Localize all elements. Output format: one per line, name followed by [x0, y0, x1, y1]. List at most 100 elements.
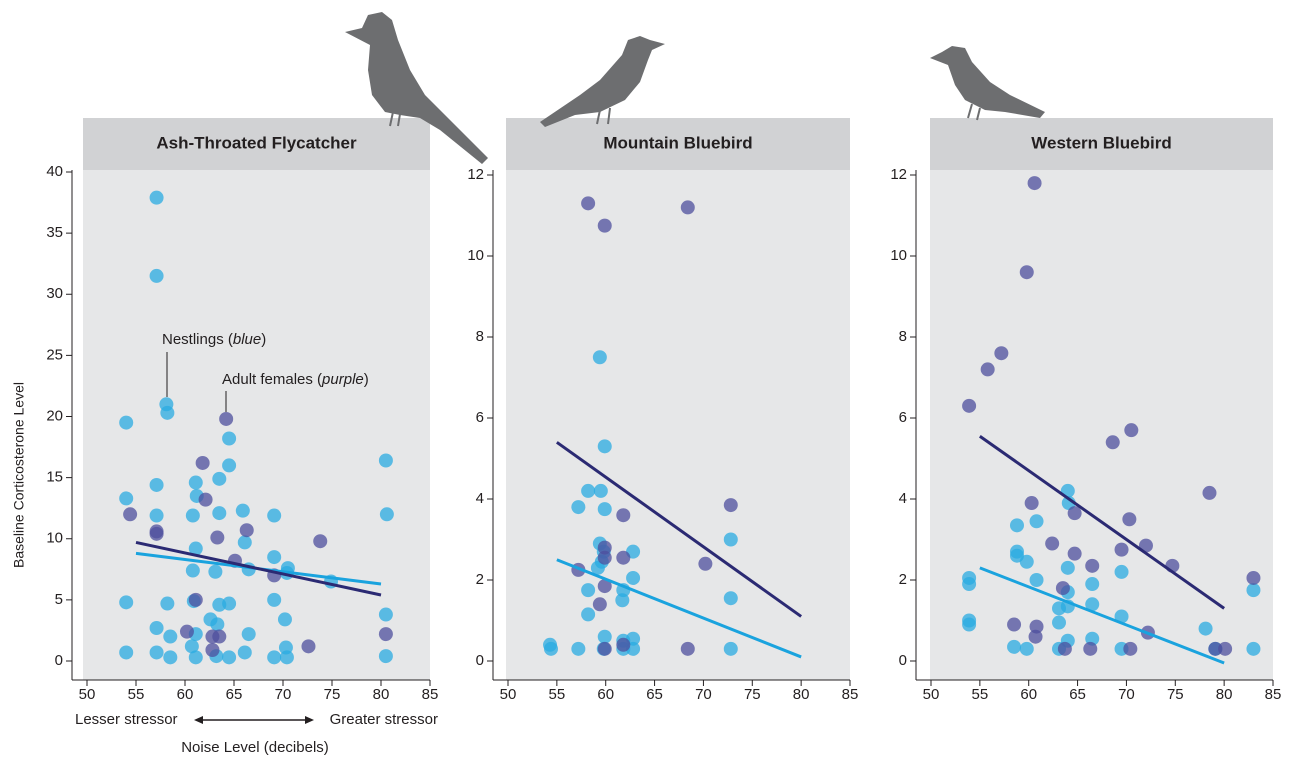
point: [1085, 577, 1099, 591]
x-tick-label: 70: [695, 686, 712, 703]
point: [189, 476, 203, 490]
arrow-head: [305, 716, 314, 724]
point: [598, 630, 612, 644]
point: [379, 627, 393, 641]
point: [119, 416, 133, 430]
point: [581, 607, 595, 621]
x-tick-label: 70: [275, 686, 292, 703]
point: [185, 639, 199, 653]
point: [616, 508, 630, 522]
point: [222, 432, 236, 446]
point: [222, 458, 236, 472]
y-tick-label: 15: [46, 469, 63, 486]
x-tick-label: 75: [744, 686, 761, 703]
point: [1124, 423, 1138, 437]
point: [593, 597, 607, 611]
point: [616, 638, 630, 652]
point: [1123, 642, 1137, 656]
annotation-part: ): [364, 371, 369, 388]
y-tick-label: 10: [467, 247, 484, 264]
point: [150, 191, 164, 205]
y-tick-label: 2: [899, 571, 907, 588]
y-tick-label: 4: [476, 490, 484, 507]
x-tick-label: 55: [972, 686, 989, 703]
point: [119, 595, 133, 609]
point: [1020, 555, 1034, 569]
point: [236, 504, 250, 518]
point: [1025, 496, 1039, 510]
annotation: Adult females (purple): [222, 371, 369, 388]
point: [598, 219, 612, 233]
point: [242, 627, 256, 641]
point: [163, 650, 177, 664]
point: [196, 456, 210, 470]
point: [150, 621, 164, 635]
point: [1058, 642, 1072, 656]
point: [724, 498, 738, 512]
point: [616, 551, 630, 565]
y-tick-label: 6: [476, 409, 484, 426]
point: [994, 346, 1008, 360]
x-tick-label: 65: [1069, 686, 1086, 703]
y-tick-label: 4: [899, 490, 907, 507]
point: [1030, 514, 1044, 528]
x-tick-label: 50: [79, 686, 96, 703]
plot-background: [83, 170, 430, 680]
point: [1030, 573, 1044, 587]
point: [205, 643, 219, 657]
point: [593, 350, 607, 364]
point: [119, 491, 133, 505]
panel: Ash-Throated Flycatcher05101520253035405…: [11, 118, 439, 756]
annotation: Nestlings (blue): [162, 331, 266, 348]
point: [1020, 265, 1034, 279]
point: [615, 593, 629, 607]
x-tick-label: 80: [373, 686, 390, 703]
y-tick-label: 8: [476, 328, 484, 345]
y-axis-label: Baseline Corticosterone Level: [11, 382, 27, 568]
point: [160, 597, 174, 611]
point: [150, 645, 164, 659]
annotation-part: ): [261, 331, 266, 348]
point: [186, 564, 200, 578]
y-tick-label: 5: [55, 591, 63, 608]
point: [1020, 642, 1034, 656]
point: [581, 484, 595, 498]
x-tick-label: 60: [177, 686, 194, 703]
point: [267, 593, 281, 607]
point: [150, 509, 164, 523]
point: [267, 550, 281, 564]
point: [380, 507, 394, 521]
point: [1115, 543, 1129, 557]
point: [199, 493, 213, 507]
point: [1061, 561, 1075, 575]
panel-title: Western Bluebird: [1031, 133, 1171, 152]
axis-note: Greater stressor: [330, 711, 438, 728]
y-tick-label: 40: [46, 163, 63, 180]
y-tick-label: 10: [46, 530, 63, 547]
point: [598, 439, 612, 453]
y-tick-label: 2: [476, 571, 484, 588]
point: [698, 557, 712, 571]
point: [212, 598, 226, 612]
y-tick-label: 35: [46, 224, 63, 241]
plot-background: [930, 170, 1273, 680]
point: [1106, 435, 1120, 449]
point: [1122, 512, 1136, 526]
x-tick-label: 75: [324, 686, 341, 703]
y-tick-label: 0: [476, 652, 484, 669]
bird: [930, 46, 1045, 118]
point: [724, 642, 738, 656]
panel: Western Bluebird024681012505560657075808…: [890, 118, 1281, 703]
point: [160, 406, 174, 420]
y-tick-label: 20: [46, 407, 63, 424]
x-tick-label: 60: [597, 686, 614, 703]
point: [267, 509, 281, 523]
point: [278, 612, 292, 626]
point: [212, 472, 226, 486]
point: [544, 642, 558, 656]
point: [203, 612, 217, 626]
point: [1010, 518, 1024, 532]
annotation-part: blue: [233, 331, 261, 348]
point: [581, 583, 595, 597]
panel-title: Mountain Bluebird: [603, 133, 752, 152]
